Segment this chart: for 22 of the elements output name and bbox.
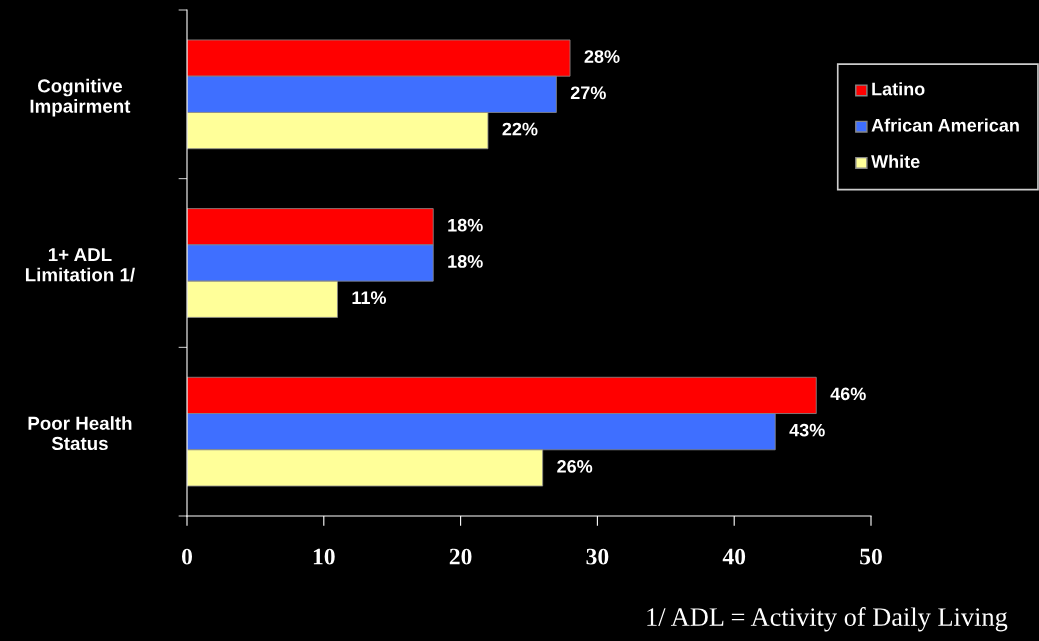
x-tick-label: 30	[586, 548, 609, 565]
legend-label: Latino	[872, 82, 925, 96]
data-label: 46%	[830, 387, 866, 401]
text: 1/ ADL = Activity of Daily Living	[647, 607, 1008, 632]
data-label: 27%	[570, 86, 606, 100]
y-tick-label: Cognitive Impairment	[30, 78, 131, 117]
y-tick-label: 1+ ADL Limitation 1/	[25, 248, 135, 282]
x-tick-label: 20	[449, 548, 472, 565]
legend-label: African American	[871, 118, 1019, 132]
data-label: 43%	[789, 423, 825, 437]
data-label: 18%	[448, 218, 483, 232]
y-tick-label: Poor Health Status	[28, 416, 132, 451]
x-tick-label: 0	[182, 548, 192, 565]
x-tick-label: 10	[313, 548, 335, 565]
data-label: 11%	[352, 291, 387, 305]
x-tick-label: 40	[722, 548, 746, 565]
data-label: 28%	[584, 50, 620, 63]
legend-label: White	[871, 154, 920, 168]
data-label: 18%	[448, 255, 483, 268]
x-tick-label: 50	[860, 548, 882, 565]
data-label: 22%	[502, 122, 538, 136]
data-label: 26%	[557, 459, 593, 473]
